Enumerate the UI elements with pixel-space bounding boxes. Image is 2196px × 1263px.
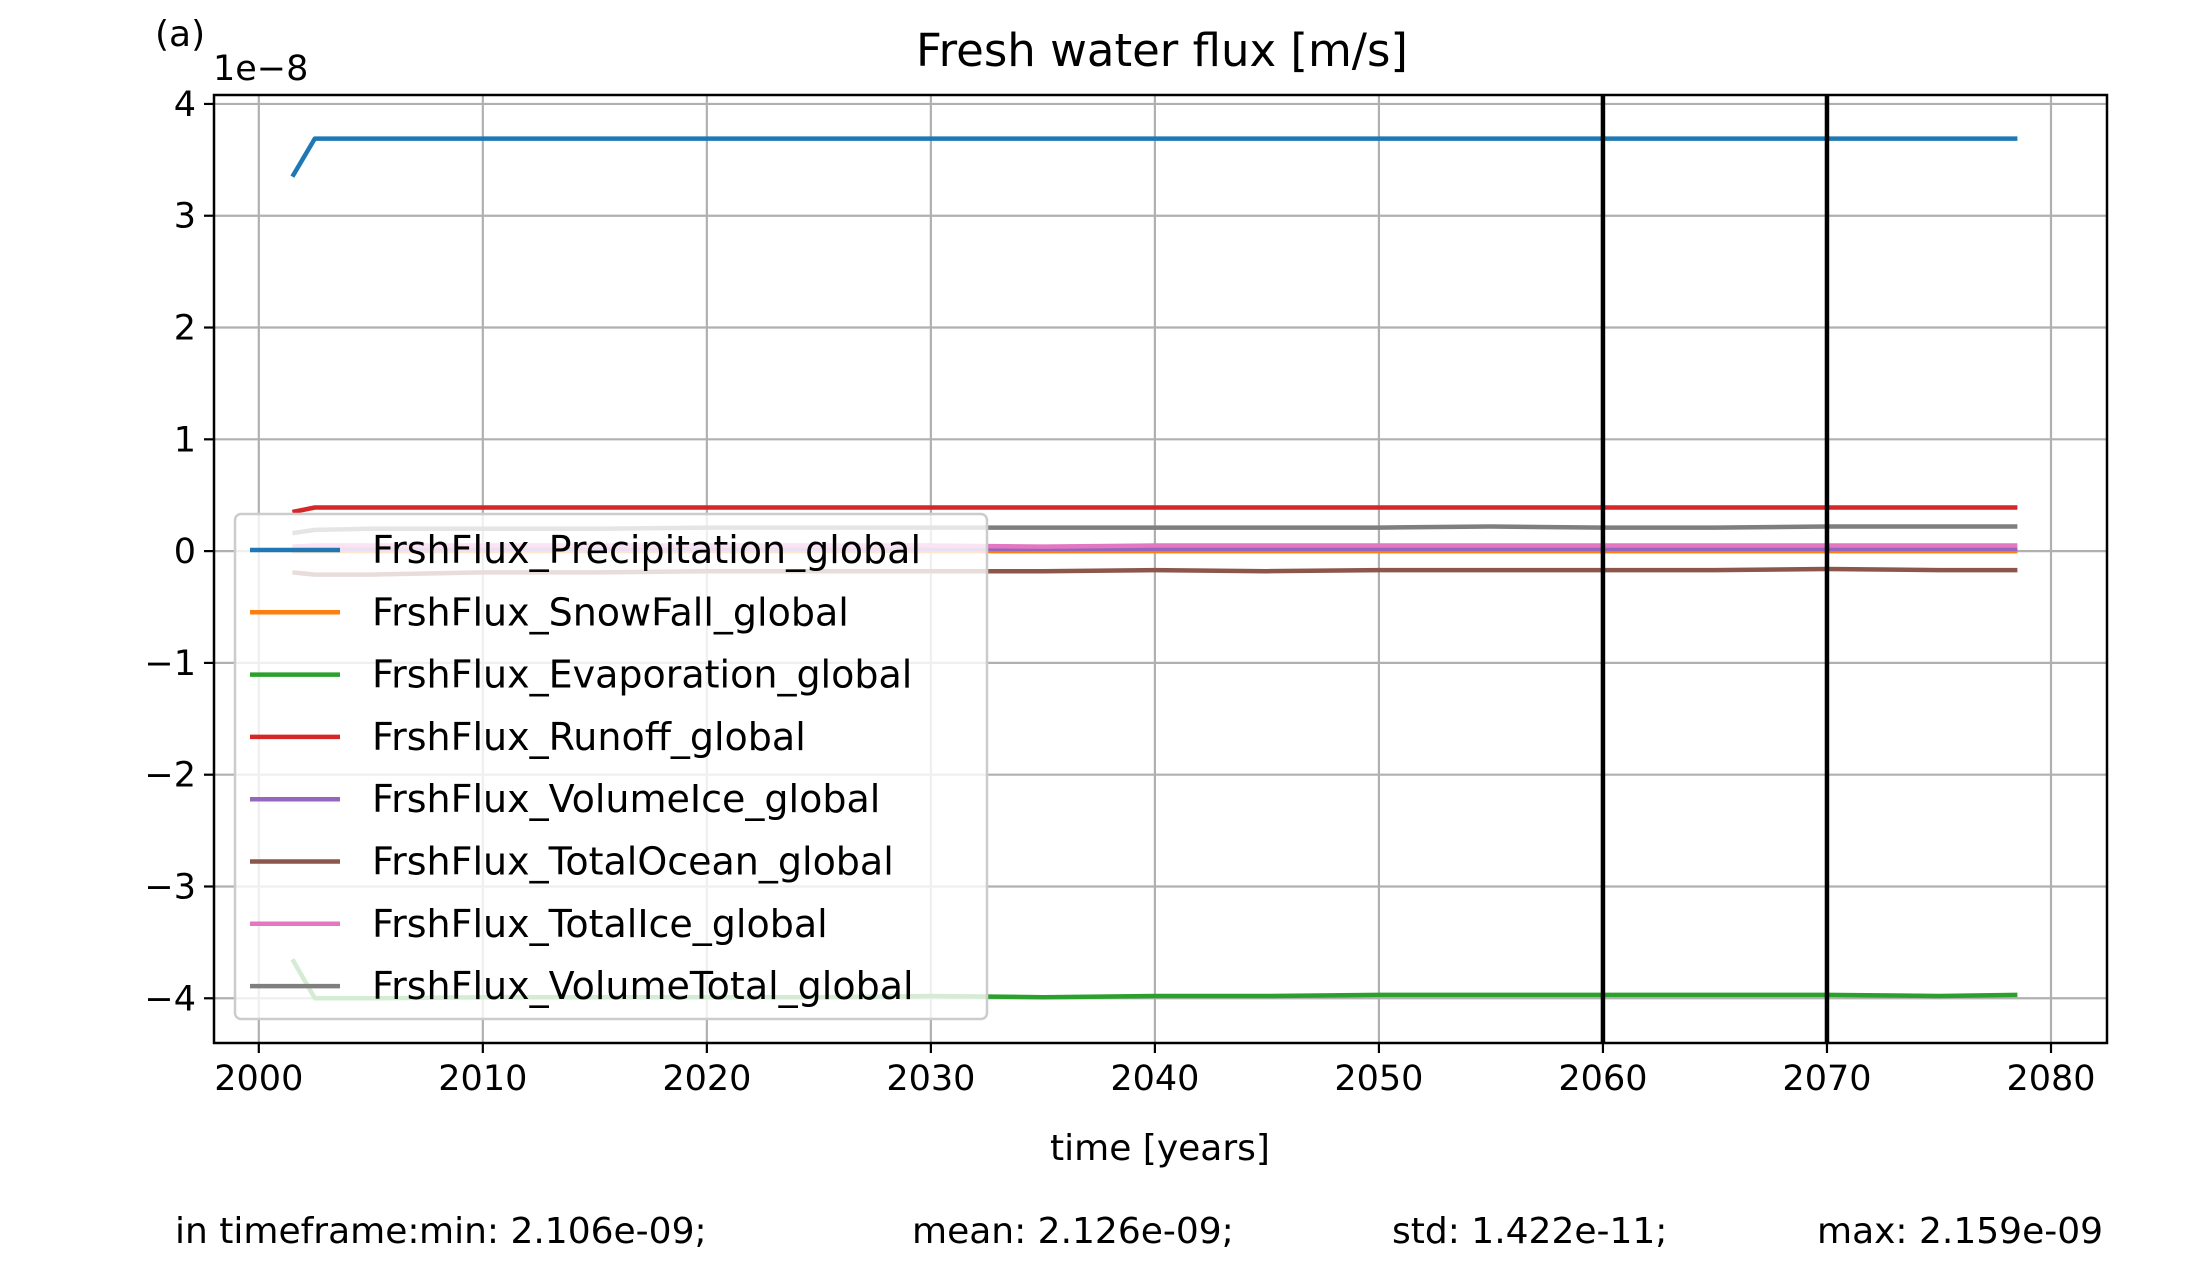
series-line-3 [291,505,2018,515]
stats-mean: mean: 2.126e-09; [912,1211,1234,1252]
x-tick-label: 2050 [1334,1059,1423,1099]
y-tick-label: 1 [174,420,196,460]
legend-label: FrshFlux_SnowFall_global [372,590,849,634]
stats-max: max: 2.159e-09 [1817,1211,2103,1252]
legend-label: FrshFlux_TotalOcean_global [372,840,894,884]
stats-std: std: 1.422e-11; [1392,1211,1667,1252]
legend-label: FrshFlux_Runoff_global [372,715,806,759]
y-tick-label: −3 [144,867,196,907]
x-tick-label: 2060 [1558,1059,1647,1099]
legend-label: FrshFlux_VolumeIce_global [372,777,880,821]
legend-entries: FrshFlux_Precipitation_global FrshFlux_Sn… [250,528,921,1008]
y-tick-label: 2 [174,309,196,349]
y-axis-ticks: 4 3 2 1 0 −1 −2 −3 −4 [144,85,214,1019]
x-tick-label: 2010 [438,1059,527,1099]
y-tick-label: 3 [174,197,196,237]
legend-label: FrshFlux_Evaporation_global [372,653,912,697]
legend-label: FrshFlux_TotalIce_global [372,902,828,946]
legend-label: FrshFlux_Precipitation_global [372,528,921,572]
legend-box [233,512,989,1021]
x-tick-label: 2000 [214,1059,303,1099]
y-tick-label: −1 [144,644,196,684]
y-tick-label: 0 [174,532,196,572]
stats-footer: in timeframe: min: 2.106e-09; mean: 2.12… [175,1211,2103,1252]
y-scale-label: 1e−8 [213,49,308,89]
x-tick-label: 2070 [1782,1059,1871,1099]
x-axis-label: time [years] [1050,1128,1270,1169]
stats-min: min: 2.106e-09; [419,1211,707,1252]
y-tick-label: −4 [144,979,196,1019]
panel-label: (a) [155,14,205,55]
stats-prefix: in timeframe: [175,1211,419,1252]
chart-title: Fresh water flux [m/s] [916,24,1408,77]
series-line-0 [290,136,2018,178]
x-tick-label: 2020 [662,1059,751,1099]
legend: FrshFlux_Precipitation_global FrshFlux_Sn… [233,512,989,1021]
vertical-markers [1600,95,1830,1043]
legend-label: FrshFlux_VolumeTotal_global [372,964,914,1008]
y-tick-label: 4 [174,85,196,125]
x-tick-label: 2030 [886,1059,975,1099]
y-tick-label: −2 [144,756,196,796]
x-tick-label: 2040 [1110,1059,1199,1099]
x-axis-ticks: 2000 2010 2020 2030 2040 2050 2060 2070 2080 [214,1043,2096,1099]
plot-frame [212,93,2109,1045]
x-tick-label: 2080 [2006,1059,2095,1099]
